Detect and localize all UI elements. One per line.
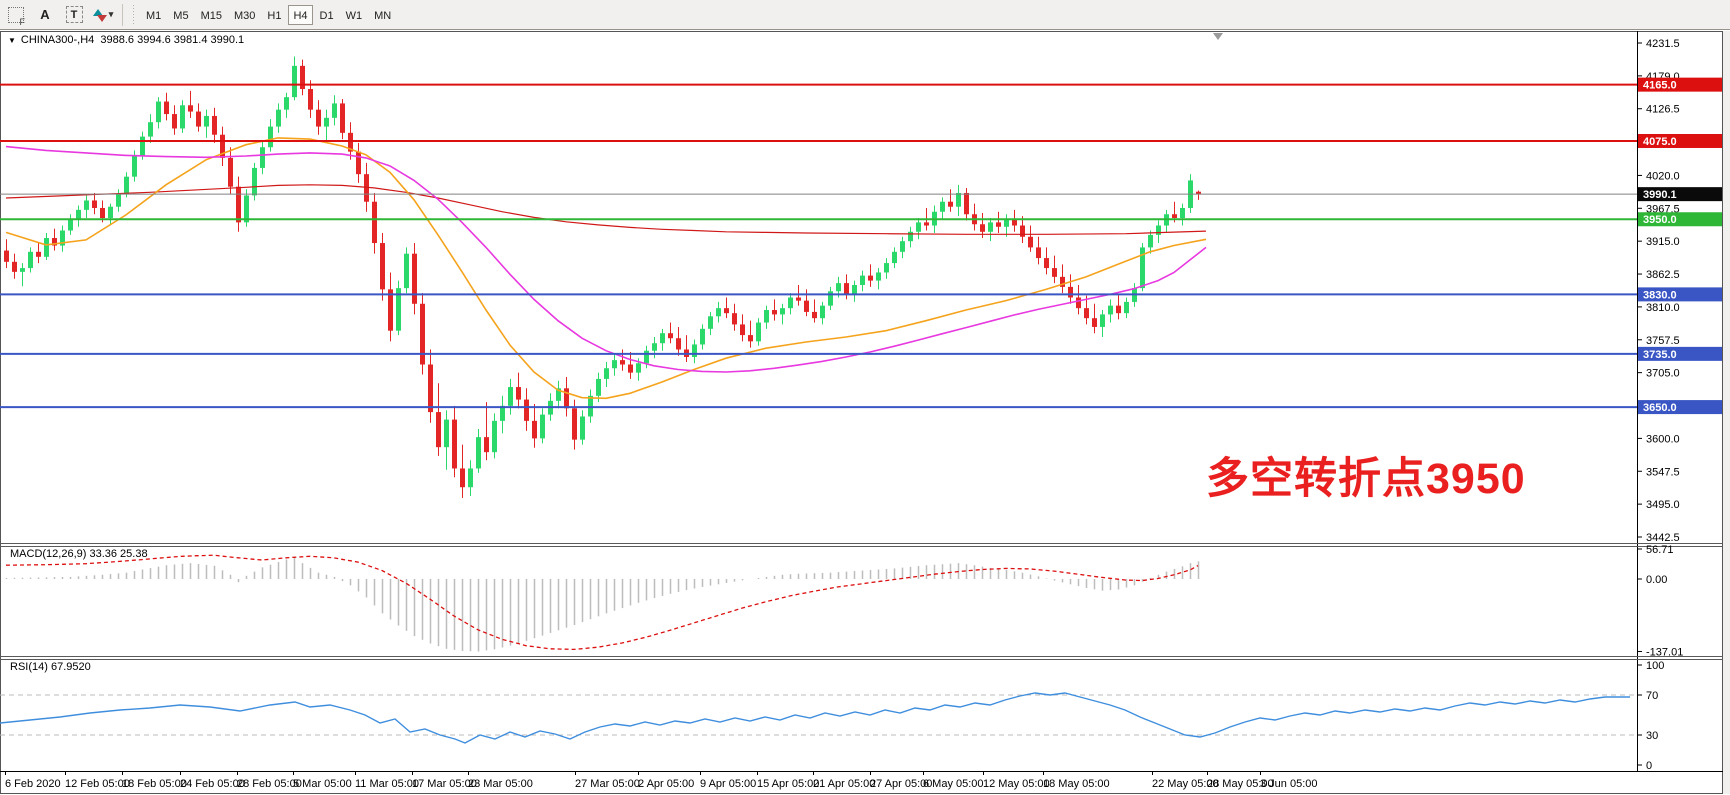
symbol-ohlc-line: ▼ CHINA300-,H4 3988.6 3994.6 3981.4 3990… bbox=[8, 34, 245, 46]
time-tick-label: 23 Mar 05:00 bbox=[468, 778, 533, 790]
text-label-icon[interactable]: A bbox=[40, 7, 50, 22]
chart-annotation-text[interactable]: 多空转折点3950 bbox=[1206, 455, 1526, 503]
snap-grid-icon[interactable]: F bbox=[3, 4, 29, 27]
price-tag-3950.0: 3950.0 bbox=[1638, 212, 1722, 227]
time-tick-label: 22 May 05:00 bbox=[1152, 778, 1219, 790]
time-tick-label: 27 Mar 05:00 bbox=[575, 778, 640, 790]
timeframe-button-W1[interactable]: W1 bbox=[345, 9, 363, 22]
timeframe-button-M15[interactable]: M15 bbox=[200, 9, 222, 22]
right-edge-strip bbox=[1723, 31, 1730, 794]
price-tick-label: 3915.0 bbox=[1646, 236, 1680, 248]
price-tag-3735.0: 3735.0 bbox=[1638, 346, 1722, 361]
price-tick-label: 4231.5 bbox=[1646, 38, 1680, 50]
time-tick-label: 28 Feb 05:00 bbox=[237, 778, 302, 790]
price-tick-label: 3442.5 bbox=[1646, 532, 1680, 544]
price-tag-3990.1: 3990.1 bbox=[1638, 187, 1722, 202]
time-tick-label: 18 May 05:00 bbox=[1043, 778, 1110, 790]
price-tick-label: 4020.0 bbox=[1646, 170, 1680, 182]
candles-series bbox=[4, 56, 1201, 498]
time-tick-label: 3 Jun 05:00 bbox=[1260, 778, 1318, 790]
timeframe-button-H4[interactable]: H4 bbox=[288, 4, 313, 25]
chevron-down-icon[interactable]: ▾ bbox=[108, 9, 114, 19]
symbol-caret-icon[interactable]: ▼ bbox=[8, 35, 16, 45]
toolbar-drag-handle[interactable] bbox=[131, 4, 136, 25]
toolbar-separator bbox=[122, 3, 123, 26]
price-tag-4165.0: 4165.0 bbox=[1638, 77, 1722, 92]
time-tick-label: 27 Apr 05:00 bbox=[870, 778, 932, 790]
price-tick-label: 3547.5 bbox=[1646, 466, 1680, 478]
timeframe-button-M5[interactable]: M5 bbox=[173, 9, 189, 22]
time-tick-label: 6 May 05:00 bbox=[923, 778, 984, 790]
text-box-icon[interactable]: T bbox=[61, 4, 87, 26]
macd-tick-label: -137.01 bbox=[1646, 646, 1683, 658]
macd-signal-line bbox=[5, 554, 1199, 651]
svg-text:4075.0: 4075.0 bbox=[1643, 136, 1677, 148]
svg-text:3990.1: 3990.1 bbox=[1643, 189, 1677, 201]
ma-red-line bbox=[5, 184, 1207, 235]
ma-orange-line bbox=[5, 137, 1207, 400]
timeframe-button-M1[interactable]: M1 bbox=[146, 9, 162, 22]
svg-text:4165.0: 4165.0 bbox=[1643, 80, 1677, 92]
macd-tick-label: 0.00 bbox=[1646, 574, 1667, 586]
time-tick-label: 5 Mar 05:00 bbox=[293, 778, 352, 790]
time-tick-label: 11 Mar 05:00 bbox=[355, 778, 419, 790]
price-tick-label: 3810.0 bbox=[1646, 302, 1680, 314]
time-tick-label: 2 Apr 05:00 bbox=[638, 778, 694, 790]
chart-frame bbox=[0, 31, 1723, 794]
price-tick-label: 3862.5 bbox=[1646, 269, 1680, 281]
timeframe-button-M30[interactable]: M30 bbox=[233, 9, 256, 22]
price-tick-label: 3757.5 bbox=[1646, 335, 1680, 347]
timeframe-group: M1 M5 M15 M30 H1 H4 D1 W1 MN bbox=[140, 4, 397, 25]
rsi-line bbox=[0, 692, 1630, 744]
ma-magenta-line bbox=[5, 145, 1207, 373]
rsi-tick-label: 70 bbox=[1646, 690, 1658, 702]
macd-tick-label: 56.71 bbox=[1646, 544, 1674, 556]
rsi-tick-label: 100 bbox=[1646, 660, 1664, 672]
svg-text:3650.0: 3650.0 bbox=[1643, 402, 1677, 414]
rsi-indicator-label: RSI(14) 67.9520 bbox=[10, 661, 91, 673]
separator-rsi[interactable] bbox=[0, 656, 1723, 660]
time-tick-label: 18 Feb 05:00 bbox=[122, 778, 187, 790]
timeframe-button-H1[interactable]: H1 bbox=[267, 9, 282, 22]
time-tick-label: 12 Feb 05:00 bbox=[65, 778, 130, 790]
time-tick-label: 28 May 05:00 bbox=[1207, 778, 1274, 790]
time-tick-label: 21 Apr 05:00 bbox=[813, 778, 875, 790]
macd-indicator-label: MACD(12,26,9) 33.36 25.38 bbox=[10, 548, 148, 560]
timeframe-button-D1[interactable]: D1 bbox=[319, 9, 334, 22]
separator-macd[interactable] bbox=[0, 543, 1723, 547]
time-tick-label: 24 Feb 05:00 bbox=[180, 778, 245, 790]
price-tag-4075.0: 4075.0 bbox=[1638, 133, 1722, 148]
price-tick-label: 3600.0 bbox=[1646, 433, 1680, 445]
svg-text:3950.0: 3950.0 bbox=[1643, 214, 1677, 226]
time-tick-label: 17 Mar 05:00 bbox=[412, 778, 477, 790]
time-tick-label: 12 May 05:00 bbox=[983, 778, 1050, 790]
time-tick-label: 9 Apr 05:00 bbox=[700, 778, 756, 790]
time-tick-label: 15 Apr 05:00 bbox=[757, 778, 819, 790]
svg-text:3830.0: 3830.0 bbox=[1643, 289, 1677, 301]
price-tag-3830.0: 3830.0 bbox=[1638, 287, 1722, 302]
arrow-objects-icon[interactable]: ▾ bbox=[90, 4, 116, 26]
timeframe-button-MN[interactable]: MN bbox=[374, 9, 392, 22]
time-tick-label: 6 Feb 2020 bbox=[5, 778, 61, 790]
svg-text:3735.0: 3735.0 bbox=[1643, 349, 1677, 361]
price-tick-label: 3705.0 bbox=[1646, 368, 1680, 380]
price-tag-3650.0: 3650.0 bbox=[1638, 400, 1722, 415]
toolbar: F A T ▾ M1 M5 M15 M30 H1 H4 D1 W1 MN bbox=[0, 0, 1730, 30]
price-tick-label: 3495.0 bbox=[1646, 499, 1680, 511]
rsi-tick-label: 30 bbox=[1646, 730, 1658, 742]
price-tick-label: 4126.5 bbox=[1646, 104, 1680, 116]
rsi-tick-label: 0 bbox=[1646, 760, 1652, 772]
chart-shift-marker[interactable] bbox=[1213, 33, 1223, 40]
